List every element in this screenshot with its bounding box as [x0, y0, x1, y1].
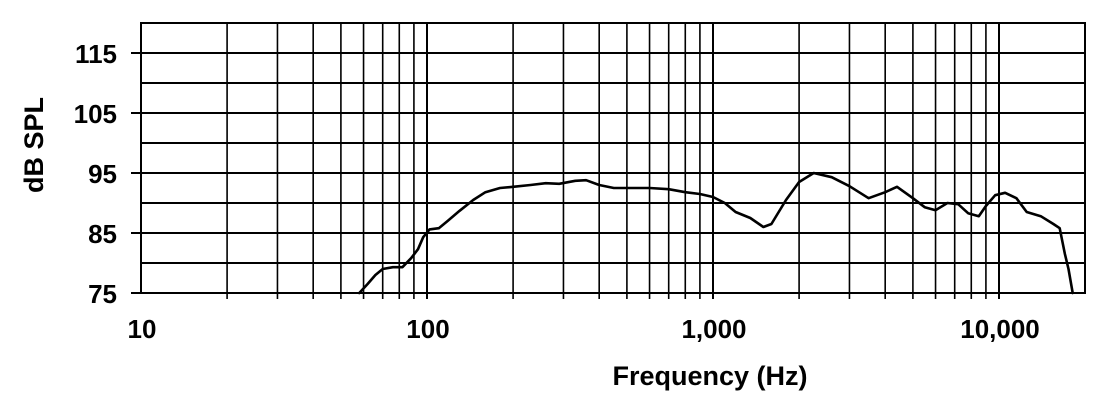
y-tick-label: 95: [88, 159, 117, 189]
y-tick-label: 85: [88, 219, 117, 249]
x-axis-tick-labels: 10 100 1,000 10,000: [128, 314, 1040, 344]
y-tick-label: 115: [75, 39, 117, 69]
response-curve-line: [358, 171, 1074, 295]
x-tick-label: 1,000: [681, 314, 746, 344]
plot-grid: [131, 23, 1085, 299]
x-tick-label: 100: [406, 314, 449, 344]
plot-area: [140, 22, 1086, 294]
y-tick-label: 75: [88, 279, 117, 309]
x-axis-title: Frequency (Hz): [612, 361, 807, 391]
y-axis-title: dB SPL: [19, 97, 49, 193]
y-tick-label: 105: [74, 99, 117, 129]
y-axis-tick-labels: 75 85 95 105 115: [74, 39, 117, 309]
x-tick-label: 10,000: [960, 314, 1040, 344]
x-tick-label: 10: [128, 314, 157, 344]
